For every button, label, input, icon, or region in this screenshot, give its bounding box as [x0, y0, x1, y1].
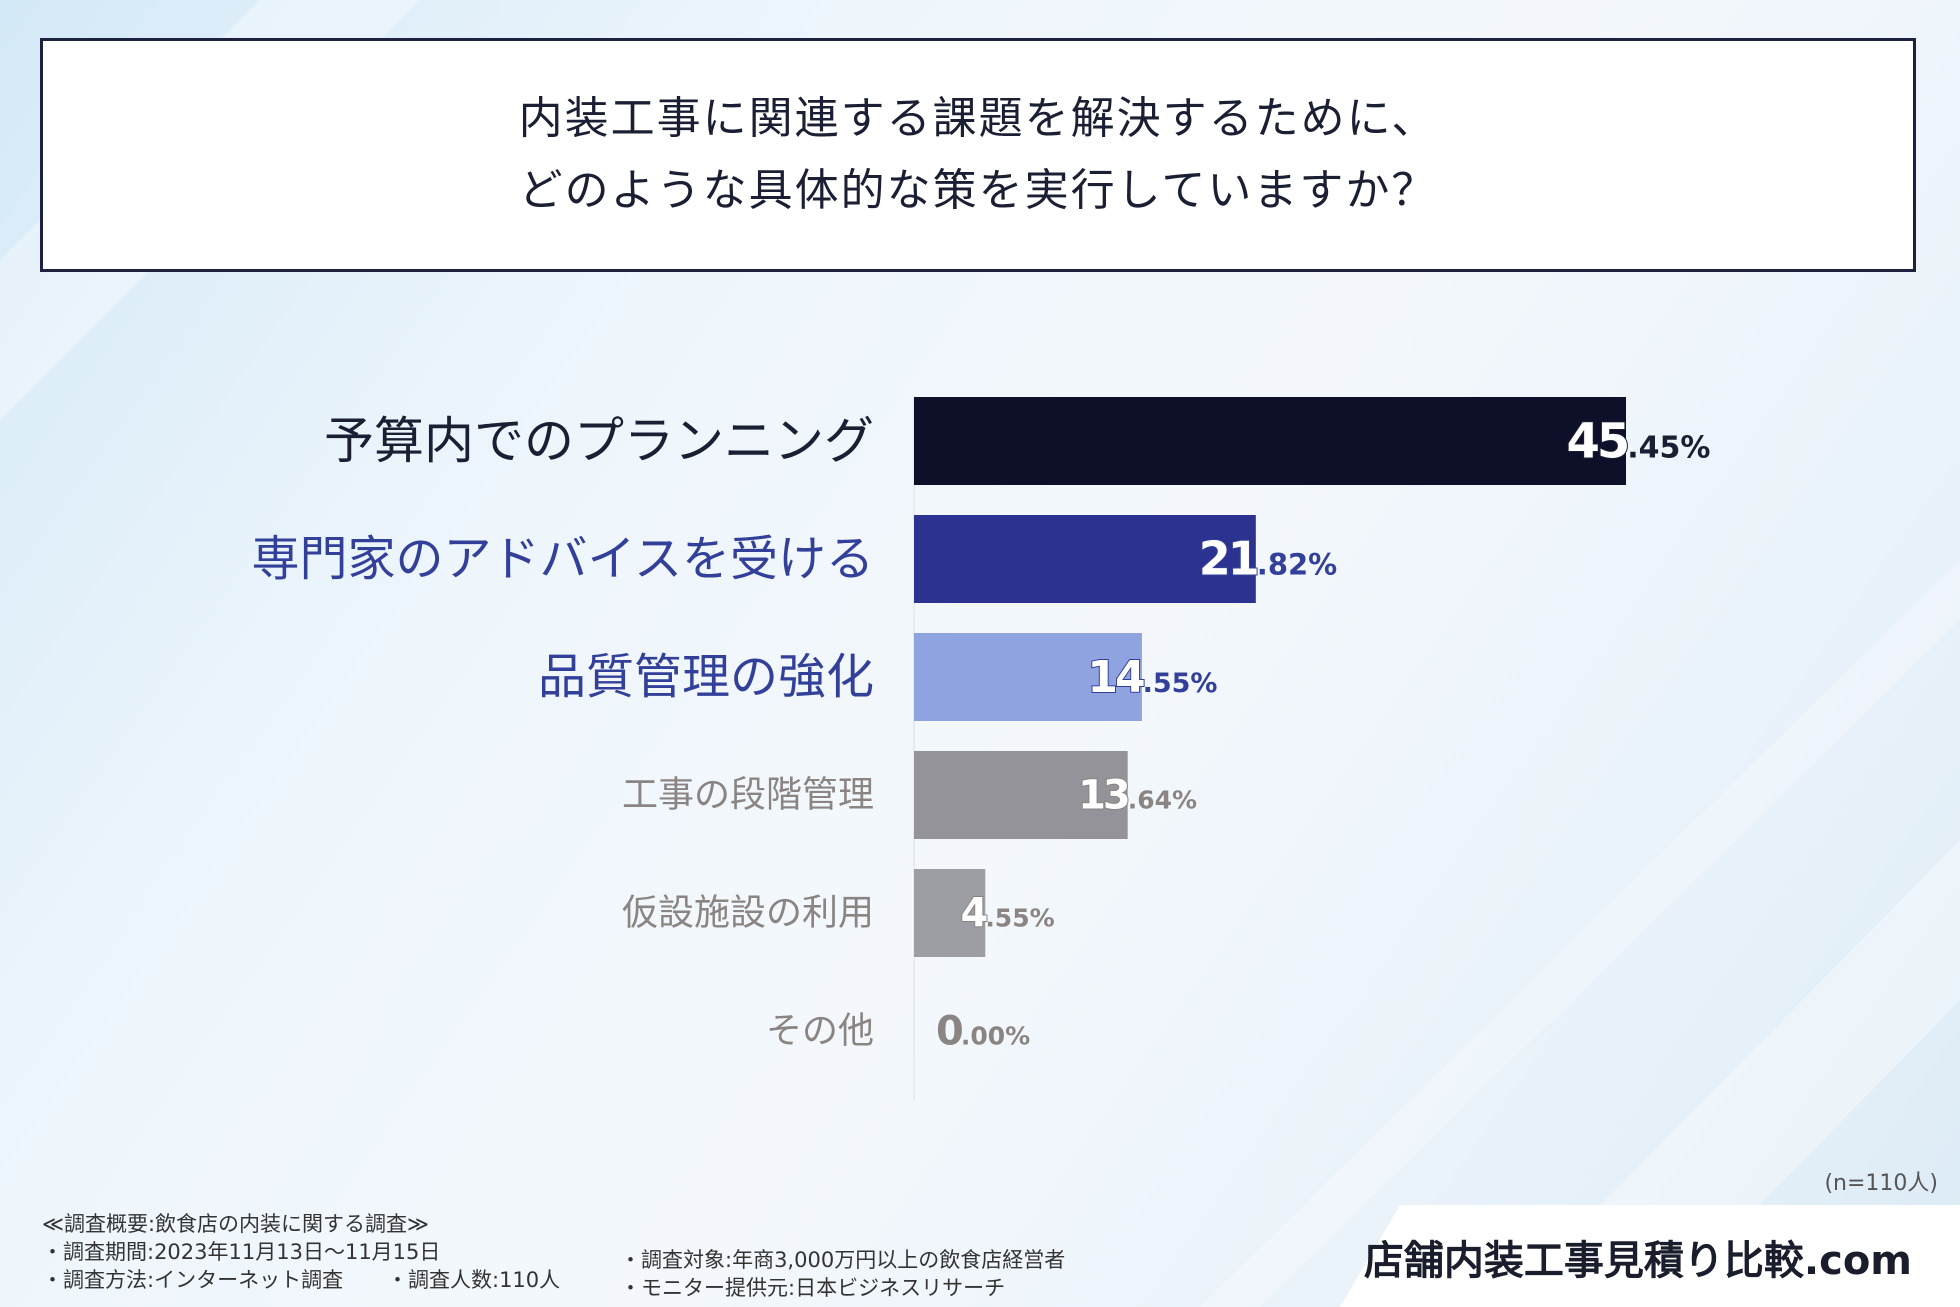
bar-2 — [914, 633, 1142, 721]
bar-1 — [914, 515, 1256, 603]
bar-chart: 予算内でのプランニング 45.45% 専門家のアドバイスを受ける 21.82% 品質管理… — [251, 397, 1710, 1100]
brand-panel — [1340, 1205, 1960, 1307]
footnote-method: ・調査方法:インターネット調査 — [42, 1268, 344, 1292]
category-label-1: 専門家のアドバイスを受ける — [251, 531, 874, 587]
footnote-target: ・調査対象:年商3,000万円以上の飲食店経営者 — [620, 1248, 1066, 1272]
brand-logo-text: 店舗内装工事見積り比較.com — [1363, 1238, 1912, 1284]
category-label-4: 仮設施設の利用 — [622, 893, 874, 934]
category-label-0: 予算内でのプランニング — [324, 412, 874, 470]
value-label-0: 45.45% — [1566, 413, 1710, 469]
sample-size-note: (n=110人) — [1824, 1171, 1938, 1196]
footnote-count: ・調査人数:110人 — [387, 1268, 561, 1292]
value-label-decimal-4: .55% — [985, 904, 1054, 933]
footnote-heading: ≪調査概要:飲食店の内装に関する調査≫ — [42, 1212, 430, 1236]
bar-3 — [914, 751, 1128, 839]
value-label-5: 0.00% — [936, 1009, 1030, 1055]
category-label-3: 工事の段階管理 — [622, 775, 874, 816]
value-label-2: 14.55% — [1087, 652, 1217, 703]
bar-0 — [914, 397, 1626, 485]
chart-title-line-2: どのような具体的な策を実行していますか？ — [518, 165, 1438, 216]
value-label-1: 21.82% — [1199, 532, 1337, 586]
category-label-2: 品質管理の強化 — [538, 649, 874, 705]
value-label-decimal-2: .55% — [1143, 668, 1218, 699]
value-label-integer-4: 4 — [960, 891, 986, 937]
value-label-3: 13.64% — [1078, 773, 1197, 819]
value-label-integer-5: 0 — [936, 1009, 962, 1055]
title-box: 内装工事に関連する課題を解決するために、 どのような具体的な策を実行していますか… — [40, 38, 1916, 272]
footnote-period: ・調査期間:2023年11月13日～11月15日 — [42, 1240, 441, 1264]
value-label-decimal-0: .45% — [1627, 430, 1710, 465]
value-label-integer-2: 14 — [1087, 652, 1144, 703]
value-label-4: 4.55% — [960, 891, 1054, 937]
footnote-monitor: ・モニター提供元:日本ビジネスリサーチ — [620, 1276, 1006, 1300]
category-label-5: その他 — [766, 1011, 874, 1052]
value-label-decimal-1: .82% — [1257, 548, 1337, 582]
chart-title-line-1: 内装工事に関連する課題を解決するために、 — [518, 93, 1438, 144]
value-label-integer-0: 45 — [1566, 413, 1627, 469]
value-label-decimal-5: .00% — [961, 1022, 1030, 1051]
bar-4 — [914, 869, 986, 957]
value-label-decimal-3: .64% — [1128, 786, 1197, 815]
value-label-integer-1: 21 — [1199, 532, 1257, 586]
value-label-integer-3: 13 — [1078, 773, 1128, 819]
